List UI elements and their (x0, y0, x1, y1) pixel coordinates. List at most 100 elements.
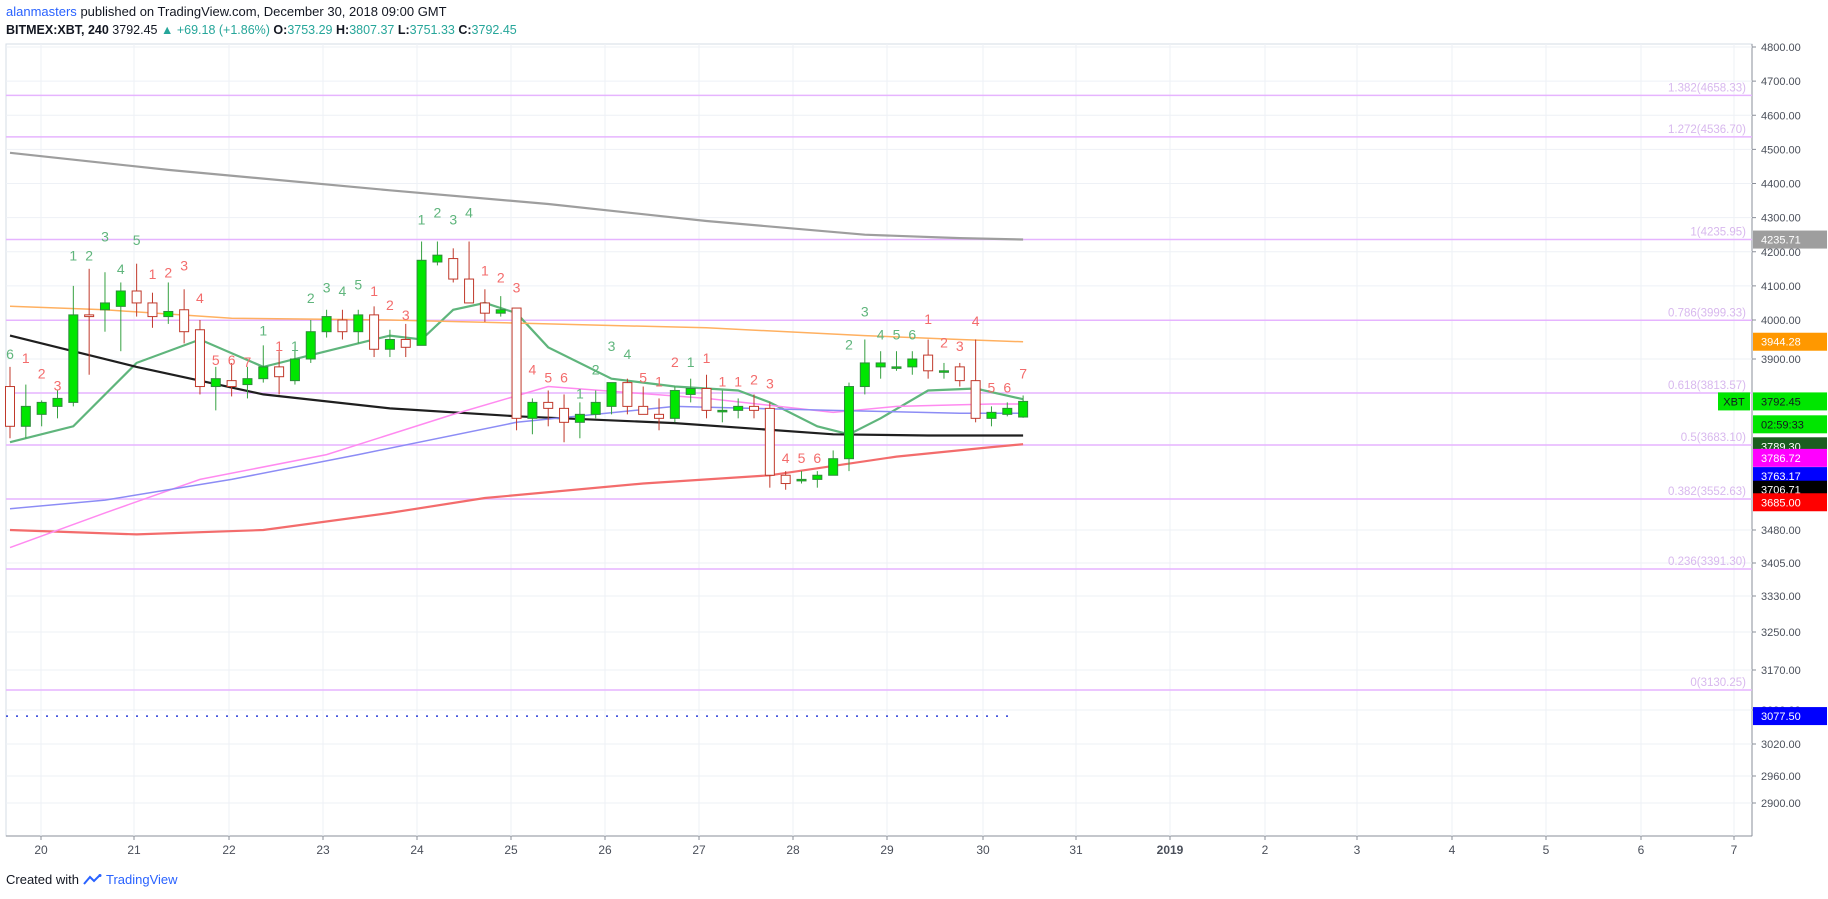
price-badge-label: 4235.71 (1761, 235, 1801, 247)
price-badge-label: 3763.17 (1761, 471, 1801, 483)
td-count-label: 6 (6, 346, 14, 362)
x-tick-label: 24 (410, 843, 424, 857)
candle-up (717, 409, 728, 413)
fib-level-label: 0.236(3391.30) (1668, 556, 1746, 568)
last-price: 3792.45 (112, 23, 158, 37)
x-tick-label: 31 (1069, 843, 1083, 857)
td-count-label: 7 (244, 354, 252, 370)
price-badge (1753, 467, 1827, 486)
td-count-label: 3 (861, 304, 869, 320)
candle-down (749, 405, 760, 411)
candle-up (258, 366, 269, 380)
td-count-label: 5 (354, 276, 362, 292)
price-badge-label: 3685.00 (1761, 497, 1801, 509)
x-tick-label: 28 (786, 843, 800, 857)
candle-down (274, 366, 285, 378)
td-count-label: 1 (22, 350, 30, 366)
x-tick-label: 21 (127, 843, 141, 857)
footer: Created with TradingView (6, 872, 178, 887)
price-badge (1753, 332, 1827, 351)
candle-down (654, 413, 665, 419)
td-count-label: 1 (69, 247, 77, 263)
td-count-label: 1 (370, 283, 378, 299)
x-tick-label: 2 (1262, 843, 1269, 857)
open-label: O: (273, 23, 288, 37)
candle-up (68, 314, 79, 403)
candle-down (780, 474, 791, 485)
candle-down (400, 339, 411, 348)
y-tick-label: 4800.00 (1761, 42, 1801, 54)
td-count-label: 3 (608, 338, 616, 354)
price-badge (1753, 707, 1827, 726)
candle-up (527, 401, 538, 419)
price-chart[interactable]: 4800.004700.004600.004500.004400.004300.… (0, 0, 1828, 865)
td-count-label: 5 (798, 450, 806, 466)
td-count-label: 7 (1019, 366, 1027, 382)
td-count-label: 3 (513, 280, 521, 296)
candle-down (147, 302, 158, 318)
candle-up (606, 382, 617, 407)
candle-down (84, 314, 95, 318)
fib-level-label: 1.272(4536.70) (1668, 124, 1746, 136)
td-count-label: 1 (275, 338, 283, 354)
td-count-label: 3 (54, 377, 62, 393)
td-count-label: 4 (339, 283, 347, 299)
candle-up (305, 331, 316, 360)
td-count-label: 2 (497, 269, 505, 285)
symbol-badge (1718, 392, 1750, 411)
td-count-label: 1 (655, 374, 663, 390)
low-label: L: (397, 23, 410, 37)
y-tick-label: 4300.00 (1761, 213, 1801, 225)
y-tick-label: 3405.00 (1761, 558, 1801, 570)
y-tick-label: 4200.00 (1761, 247, 1801, 259)
td-count-label: 5 (544, 370, 552, 386)
candle-down (194, 329, 205, 388)
td-count-label: 1 (259, 323, 267, 339)
candle-down (479, 302, 490, 314)
fib-level-label: 1(4235.95) (1690, 226, 1746, 238)
candle-up (242, 378, 253, 386)
tradingview-brand: TradingView (105, 872, 178, 887)
candle-down (954, 366, 965, 382)
td-count-label: 6 (813, 450, 821, 466)
candle-up (796, 478, 807, 482)
candle-up (574, 413, 585, 423)
tradingview-logo-icon (83, 873, 102, 885)
moving-average-gray (9, 151, 1024, 241)
candle-down (543, 401, 554, 409)
low-value: 3751.33 (409, 23, 455, 37)
y-tick-label: 4500.00 (1761, 144, 1801, 156)
fib-level-label: 0.5(3683.10) (1681, 432, 1746, 444)
candle-up (733, 405, 744, 411)
y-tick-label: 3900.00 (1761, 354, 1801, 366)
candle-down (622, 382, 633, 407)
td-count-label: 2 (386, 297, 394, 313)
fib-level-label: 0.618(3813.57) (1668, 380, 1746, 392)
price-change: ▲ +69.18 (+1.86%) (160, 23, 270, 37)
candle-up (1002, 407, 1013, 415)
symbol-label: BITMEX:XBT, 240 (6, 23, 109, 37)
y-tick-label: 3250.00 (1761, 627, 1801, 639)
candle-down (511, 307, 522, 419)
td-count-label: 5 (639, 370, 647, 386)
candle-down (369, 314, 380, 350)
publisher-link[interactable]: alanmasters (6, 4, 77, 19)
y-tick-label: 3330.00 (1761, 591, 1801, 603)
ohlc-line: BITMEX:XBT, 240 3792.45 ▲ +69.18 (+1.86%… (6, 22, 517, 38)
symbol-badge-label: XBT (1723, 396, 1745, 408)
td-count-label: 6 (228, 352, 236, 368)
candle-up (685, 388, 696, 395)
fib-level-label: 0.786(3999.33) (1668, 307, 1746, 319)
fib-level-label: 0.382(3552.63) (1668, 486, 1746, 498)
candle-down (448, 258, 459, 280)
close-value: 3792.45 (471, 23, 517, 37)
y-tick-label: 4600.00 (1761, 110, 1801, 122)
tradingview-logo-link[interactable]: TradingView (83, 872, 178, 887)
price-badge (1753, 392, 1827, 411)
candle-down (5, 386, 15, 427)
x-tick-label: 26 (598, 843, 612, 857)
candle-down (923, 354, 934, 372)
td-count-label: 3 (101, 229, 109, 245)
td-count-label: 2 (750, 372, 758, 388)
candle-up (891, 366, 902, 369)
